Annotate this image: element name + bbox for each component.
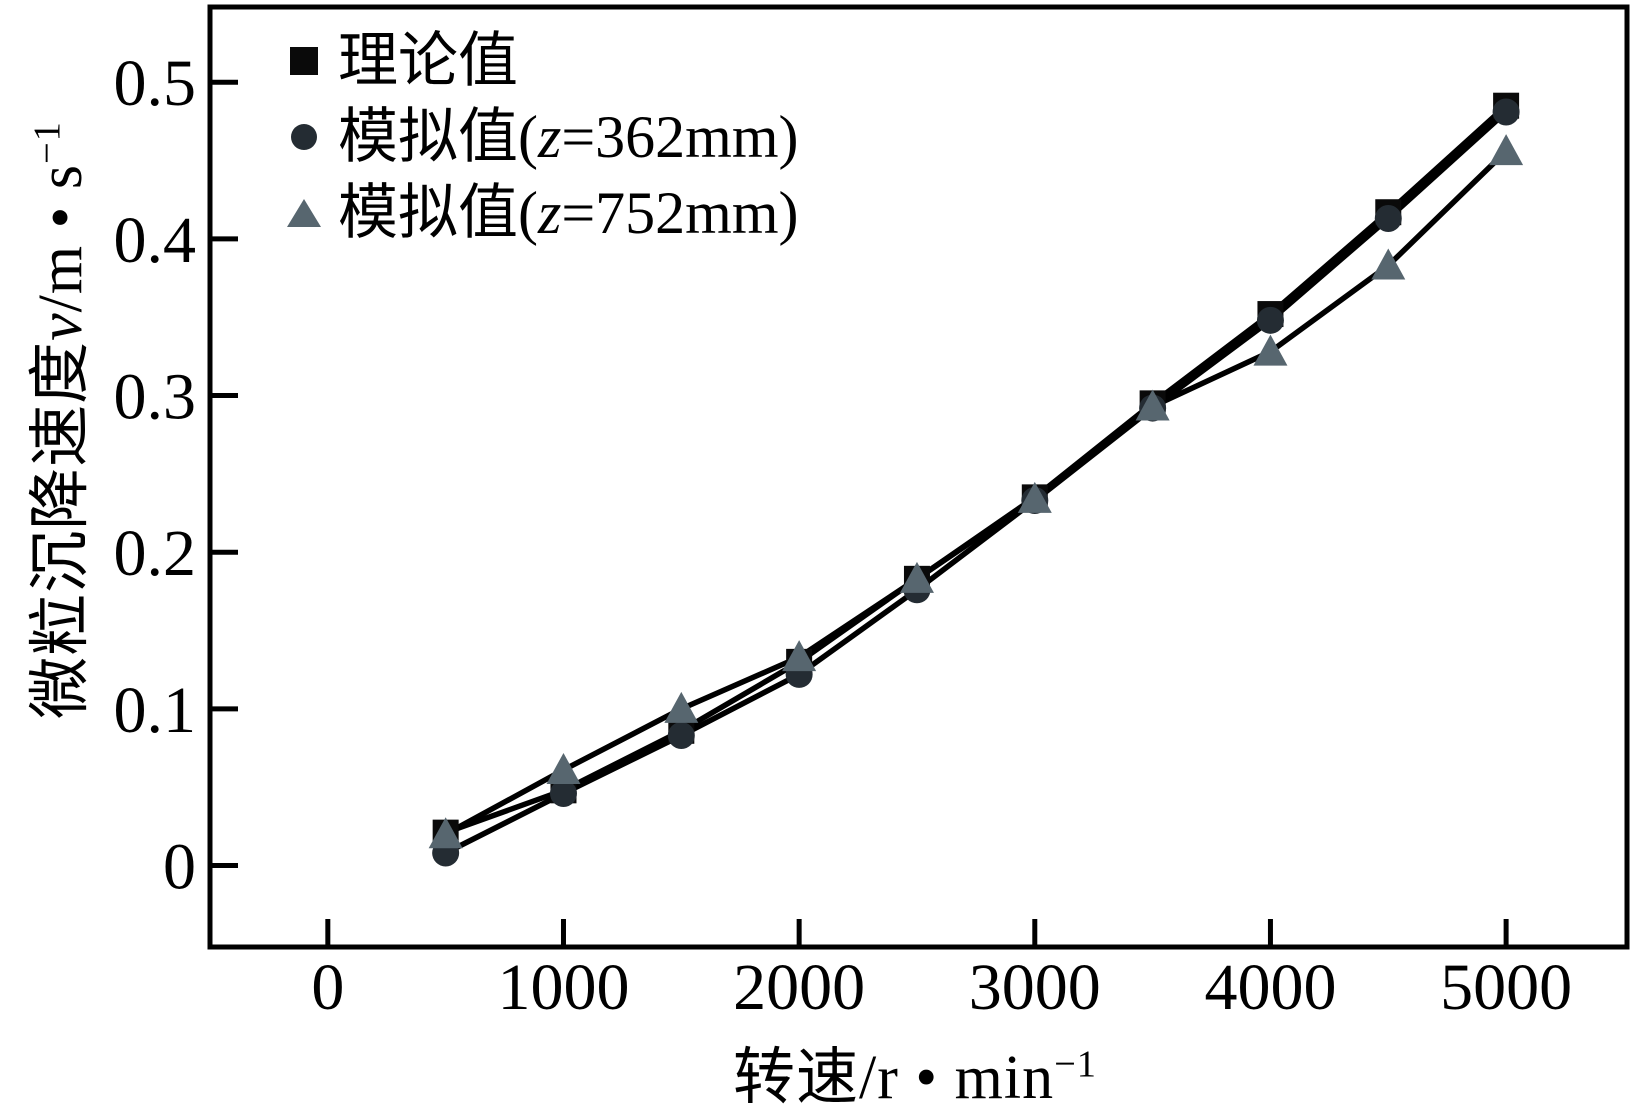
x-tick-label: 3000: [969, 951, 1101, 1024]
x-tick-label: 5000: [1440, 951, 1572, 1024]
y-tick-label: 0.1: [114, 674, 197, 747]
x-tick-label: 1000: [497, 951, 629, 1024]
legend-label-sim-362-pre: 模拟值(: [338, 104, 538, 170]
marker-triangle: [1253, 334, 1288, 366]
marker-circle: [1492, 98, 1520, 126]
marker-triangle: [664, 691, 699, 723]
x-tick-label: 4000: [1204, 951, 1336, 1024]
marker-triangle: [1489, 134, 1524, 166]
marker-triangle: [428, 817, 463, 849]
legend-item-sim-752: 模拟值(z=752mm): [286, 178, 799, 248]
y-axis-title-variable: v: [27, 312, 95, 341]
circle-marker-icon: [286, 124, 322, 150]
legend-label-sim-752-z: z: [537, 180, 562, 246]
x-tick-label: 2000: [733, 951, 865, 1024]
marker-triangle: [546, 752, 581, 784]
y-axis-title-text: 微粒沉降速度: [27, 340, 95, 719]
marker-triangle: [1371, 248, 1406, 280]
legend-label-sim-362-z: z: [537, 104, 562, 170]
square-marker-icon: [286, 47, 322, 75]
marker-triangle: [782, 640, 817, 672]
marker-triangle: [1135, 389, 1170, 421]
legend-label-sim-752-pre: 模拟值(: [338, 180, 538, 246]
x-tick-label: 0: [311, 951, 344, 1024]
series-line-circle: [444, 109, 1508, 856]
marker-triangle: [1017, 481, 1052, 513]
triangle-marker-icon: [286, 198, 322, 228]
plot-frame: [207, 4, 1630, 950]
x-axis-title-superscript: −1: [1054, 1043, 1097, 1086]
y-axis-title-unit: /m • s: [27, 164, 95, 313]
y-tick-label: 0: [163, 831, 196, 904]
x-axis-title-text: 转速/r • min: [733, 1044, 1055, 1112]
legend-label-sim-752-post: =752mm): [561, 180, 799, 246]
legend-label-theory-text: 理论值: [338, 28, 518, 94]
legend-item-sim-362: 模拟值(z=362mm): [286, 102, 799, 172]
y-axis-title: 微粒沉降速度v/m • s−1: [9, 121, 99, 719]
marker-triangle: [899, 561, 934, 593]
x-axis-title: 转速/r • min−1: [733, 1026, 1097, 1116]
legend-label-sim-362-post: =362mm): [561, 104, 799, 170]
y-tick-label: 0.3: [114, 361, 197, 434]
y-tick-label: 0.5: [114, 47, 197, 120]
legend-label-theory: 理论值: [338, 26, 518, 96]
y-axis-title-superscript: −1: [26, 121, 69, 165]
marker-circle: [549, 779, 577, 807]
legend: 理论值 模拟值(z=362mm) 模拟值(z=752mm): [286, 26, 799, 248]
y-tick-label: 0.4: [114, 204, 197, 277]
legend-label-sim-362: 模拟值(z=362mm): [338, 102, 799, 172]
marker-circle: [667, 722, 695, 749]
marker-circle: [1374, 205, 1402, 232]
legend-item-theory: 理论值: [286, 26, 799, 96]
marker-circle: [1256, 306, 1284, 334]
series-line-triangle: [444, 149, 1509, 837]
legend-label-sim-752: 模拟值(z=752mm): [338, 178, 799, 248]
y-tick-label: 0.2: [114, 517, 197, 590]
